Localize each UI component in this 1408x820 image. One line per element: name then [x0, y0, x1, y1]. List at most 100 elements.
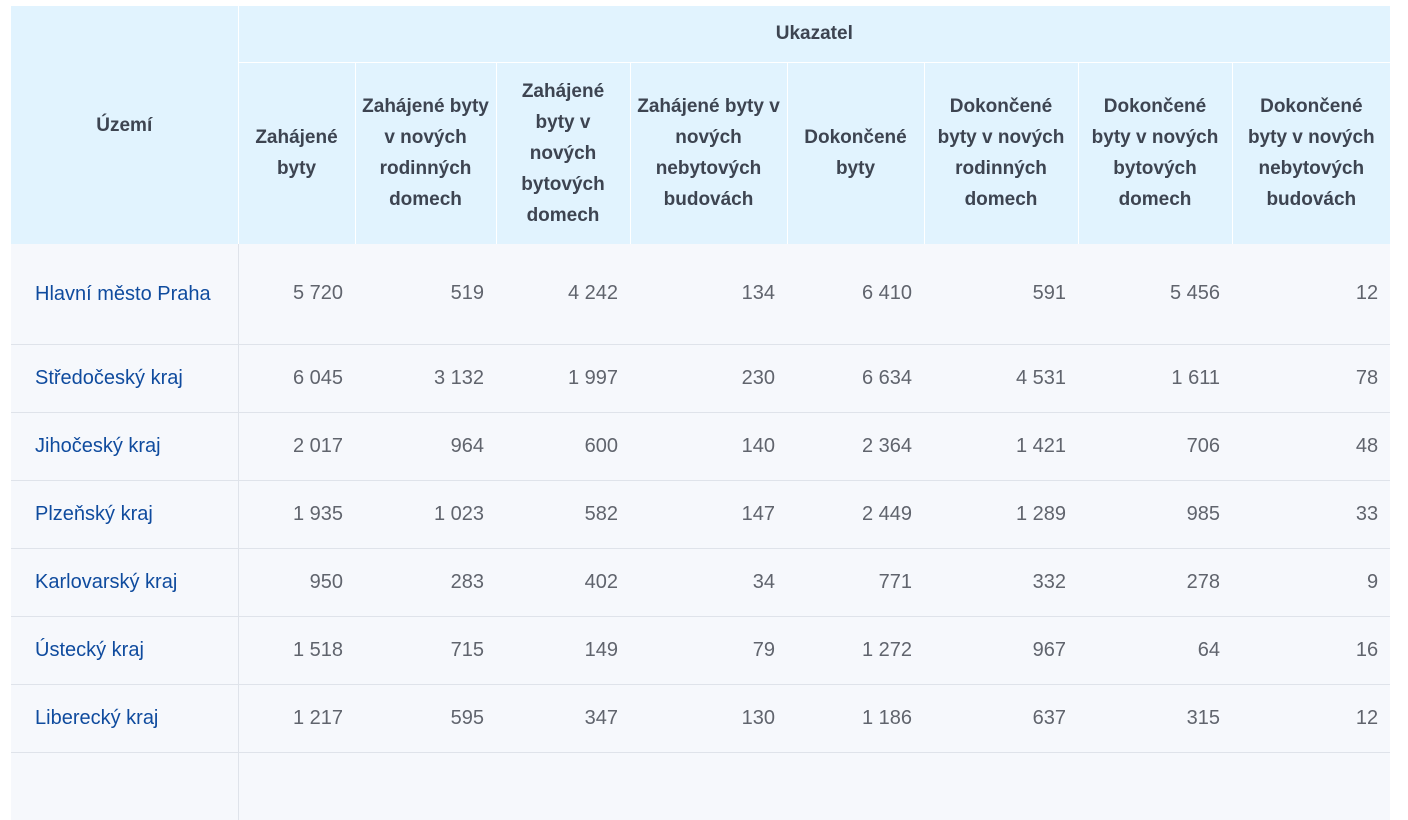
table-body: Hlavní město Praha 5 720 519 4 242 134 6 410 5…	[11, 244, 1391, 820]
column-header-1[interactable]: Zahájené byty	[237, 62, 355, 244]
housing-statistics-table: Území Ukazatel Zahájené byty Zahájené byt…	[11, 6, 1391, 820]
value-cell: 1 186	[787, 683, 924, 752]
table-header: Území Ukazatel Zahájené byty Zahájené byt…	[11, 6, 1391, 244]
value-cell: 1 935	[238, 479, 355, 548]
value-cell: 582	[496, 479, 630, 548]
value-cell: 402	[496, 547, 630, 616]
value-cell: 985	[1078, 479, 1232, 548]
value-cell: 34	[630, 547, 787, 616]
value-cell: 78	[1232, 343, 1391, 412]
value-cell	[238, 751, 355, 820]
value-cell	[1232, 751, 1391, 820]
value-cell: 64	[1078, 615, 1232, 684]
column-header-3[interactable]: Zahájené byty v nových bytových domech	[495, 62, 630, 244]
value-cell: 6 045	[238, 343, 355, 412]
value-cell	[630, 751, 787, 820]
region-cell: Plzeňský kraj	[11, 479, 239, 548]
region-link[interactable]: Hlavní město Praha	[35, 282, 211, 305]
value-cell: 950	[238, 547, 355, 616]
table-row: Karlovarský kraj 950 283 402 34 771 332 278 9	[11, 547, 1391, 616]
value-cell: 2 017	[238, 411, 355, 480]
table-row: Hlavní město Praha 5 720 519 4 242 134 6 410 5…	[11, 244, 1391, 344]
value-cell: 347	[496, 683, 630, 752]
column-header-6[interactable]: Dokončené byty v nových rodinných domech	[923, 62, 1078, 244]
value-cell: 1 272	[787, 615, 924, 684]
value-cell: 12	[1232, 244, 1391, 344]
header-row-columns: Zahájené byty Zahájené byty v nových rodi…	[11, 62, 1391, 244]
value-cell: 33	[1232, 479, 1391, 548]
value-cell: 1 217	[238, 683, 355, 752]
value-cell: 134	[630, 244, 787, 344]
region-cell: Jihočeský kraj	[11, 411, 239, 480]
column-header-7[interactable]: Dokončené byty v nových bytových domech	[1077, 62, 1232, 244]
value-cell: 12	[1232, 683, 1391, 752]
value-cell: 4 242	[496, 244, 630, 344]
header-row-group: Území Ukazatel	[11, 6, 1391, 244]
value-cell: 964	[355, 411, 496, 480]
region-cell	[11, 751, 239, 820]
value-cell: 771	[787, 547, 924, 616]
region-link[interactable]: Ústecký kraj	[35, 639, 144, 661]
table-row: Plzeňský kraj 1 935 1 023 582 147 2 449 1 289 9…	[11, 479, 1391, 548]
value-cell: 16	[1232, 615, 1391, 684]
region-cell: Ústecký kraj	[11, 615, 239, 684]
value-cell: 600	[496, 411, 630, 480]
value-cell: 637	[924, 683, 1078, 752]
value-cell: 5 720	[238, 244, 355, 344]
value-cell: 2 364	[787, 411, 924, 480]
region-cell: Hlavní město Praha	[11, 244, 239, 344]
value-cell: 519	[355, 244, 496, 344]
value-cell: 595	[355, 683, 496, 752]
value-cell: 6 410	[787, 244, 924, 344]
region-link[interactable]: Liberecký kraj	[35, 707, 159, 729]
value-cell: 1 023	[355, 479, 496, 548]
region-cell: Středočeský kraj	[11, 343, 239, 412]
value-cell: 6 634	[787, 343, 924, 412]
value-cell: 4 531	[924, 343, 1078, 412]
table-row: Středočeský kraj 6 045 3 132 1 997 230 6 634 4…	[11, 343, 1391, 412]
value-cell: 230	[630, 343, 787, 412]
region-link[interactable]: Karlovarský kraj	[35, 571, 178, 593]
table-row: Liberecký kraj 1 217 595 347 130 1 186 637 315 1…	[11, 683, 1391, 752]
table-row: Ústecký kraj 1 518 715 149 79 1 272 967 64 16	[11, 615, 1391, 684]
column-header-8[interactable]: Dokončené byty v nových nebytových budov…	[1231, 62, 1391, 244]
value-cell: 283	[355, 547, 496, 616]
value-cell	[1078, 751, 1232, 820]
indicator-group-header: Ukazatel	[238, 6, 1391, 63]
value-cell: 5 456	[1078, 244, 1232, 344]
value-cell: 1 997	[496, 343, 630, 412]
region-link[interactable]: Plzeňský kraj	[35, 503, 153, 525]
value-cell: 1 518	[238, 615, 355, 684]
column-header-4[interactable]: Zahájené byty v nových nebytových budová…	[629, 62, 787, 244]
value-cell: 278	[1078, 547, 1232, 616]
value-cell	[924, 751, 1078, 820]
value-cell: 48	[1232, 411, 1391, 480]
data-table-container: Území Ukazatel Zahájené byty Zahájené byt…	[11, 6, 1391, 820]
territory-column-header[interactable]: Území	[11, 6, 239, 244]
value-cell: 1 289	[924, 479, 1078, 548]
value-cell: 140	[630, 411, 787, 480]
value-cell: 3 132	[355, 343, 496, 412]
value-cell: 315	[1078, 683, 1232, 752]
value-cell: 591	[924, 244, 1078, 344]
value-cell: 706	[1078, 411, 1232, 480]
value-cell	[355, 751, 496, 820]
value-cell: 2 449	[787, 479, 924, 548]
region-link[interactable]: Jihočeský kraj	[35, 435, 161, 457]
value-cell: 332	[924, 547, 1078, 616]
value-cell: 1 421	[924, 411, 1078, 480]
value-cell: 715	[355, 615, 496, 684]
value-cell: 1 611	[1078, 343, 1232, 412]
value-cell	[787, 751, 924, 820]
value-cell: 9	[1232, 547, 1391, 616]
table-row	[11, 751, 1391, 820]
region-cell: Liberecký kraj	[11, 683, 239, 752]
value-cell: 79	[630, 615, 787, 684]
value-cell	[496, 751, 630, 820]
table-row: Jihočeský kraj 2 017 964 600 140 2 364 1 421 70…	[11, 411, 1391, 480]
column-header-5[interactable]: Dokončené byty	[786, 62, 924, 244]
value-cell: 130	[630, 683, 787, 752]
value-cell: 967	[924, 615, 1078, 684]
region-link[interactable]: Středočeský kraj	[35, 367, 183, 389]
column-header-2[interactable]: Zahájené byty v nových rodinných domech	[354, 62, 496, 244]
